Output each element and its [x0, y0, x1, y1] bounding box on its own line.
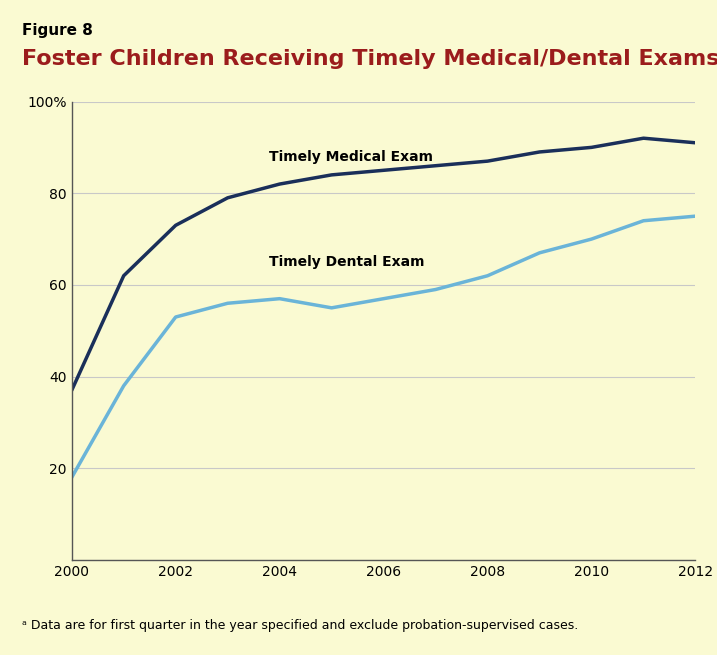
Text: Timely Medical Exam: Timely Medical Exam [270, 149, 433, 164]
Text: Timely Dental Exam: Timely Dental Exam [270, 255, 424, 269]
Text: Foster Children Receiving Timely Medical/Dental Examsᵃ: Foster Children Receiving Timely Medical… [22, 49, 717, 69]
Text: Figure 8: Figure 8 [22, 23, 92, 38]
Text: ᵃ Data are for first quarter in the year specified and exclude probation-supervi: ᵃ Data are for first quarter in the year… [22, 619, 578, 632]
